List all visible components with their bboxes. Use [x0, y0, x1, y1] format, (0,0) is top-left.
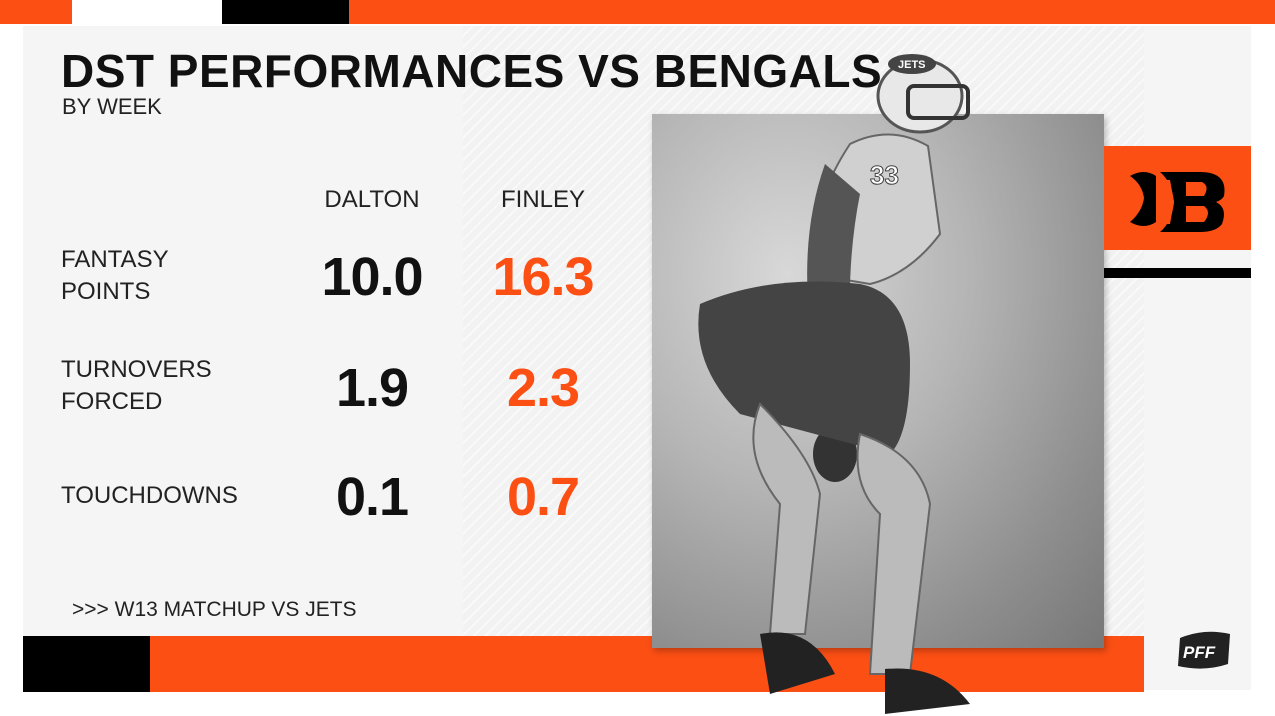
column-header-dalton: DALTON	[324, 186, 420, 213]
dalton-touchdowns: 0.1	[335, 467, 409, 527]
page-title: DST PERFORMANCES VS BENGALS	[61, 45, 883, 97]
dalton-fantasy-points: 10.0	[321, 247, 423, 307]
matchup-footnote: >>> W13 MATCHUP VS JETS	[72, 598, 357, 621]
stats-panel	[23, 26, 463, 636]
pff-logo-icon: PFF	[1178, 631, 1230, 669]
bengals-logo-box	[1104, 146, 1251, 250]
top-stripe-black	[222, 0, 349, 24]
row-label-line: TURNOVERS	[61, 356, 212, 383]
row-label-line: FORCED	[61, 388, 163, 415]
svg-text:PFF: PFF	[1183, 643, 1216, 662]
finley-turnovers-forced: 2.3	[506, 358, 580, 418]
row-label-turnovers-forced: TURNOVERS FORCED	[61, 354, 212, 418]
player-silhouette-icon: JETS 33	[698, 54, 970, 714]
row-label-line: TOUCHDOWNS	[61, 482, 238, 509]
top-stripe-orange	[0, 0, 72, 24]
svg-text:33: 33	[870, 160, 899, 190]
bengals-logo-underline	[1104, 268, 1251, 278]
top-stripe-orange-long	[349, 0, 1275, 24]
bottom-bar-black	[23, 636, 150, 692]
dalton-turnovers-forced: 1.9	[335, 358, 409, 418]
column-header-finley: FINLEY	[500, 186, 586, 213]
finley-fantasy-points: 16.3	[492, 247, 594, 307]
row-label-line: FANTASY	[61, 246, 169, 273]
top-stripe-white	[72, 0, 222, 24]
page-subtitle: BY WEEK	[62, 94, 162, 119]
row-label-line: POINTS	[61, 278, 151, 305]
row-label-touchdowns: TOUCHDOWNS	[61, 480, 238, 512]
row-label-fantasy-points: FANTASY POINTS	[61, 244, 169, 308]
bengals-logo-icon	[1130, 172, 1225, 232]
side-panel	[1144, 26, 1251, 690]
svg-text:JETS: JETS	[898, 59, 926, 71]
finley-touchdowns: 0.7	[506, 467, 580, 527]
